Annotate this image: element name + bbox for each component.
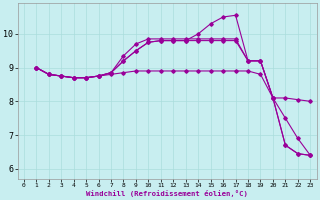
X-axis label: Windchill (Refroidissement éolien,°C): Windchill (Refroidissement éolien,°C) [86,190,248,197]
